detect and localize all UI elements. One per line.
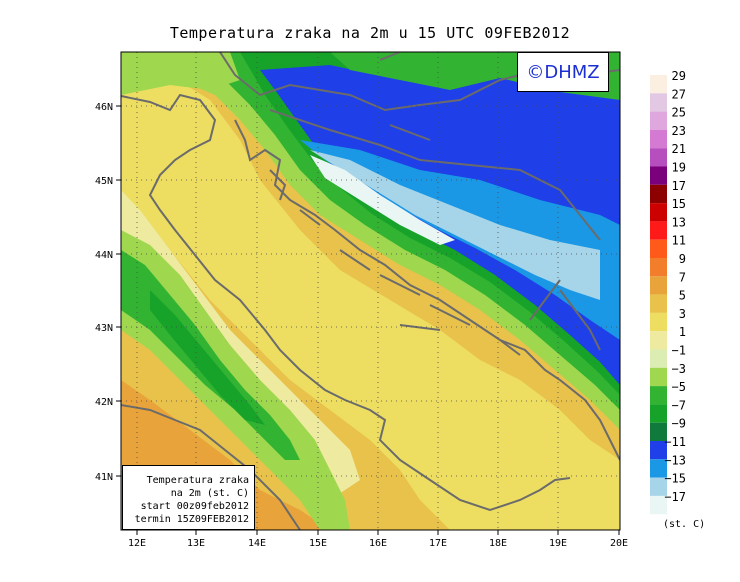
legend-label: 27 (672, 87, 686, 101)
legend-swatch (650, 166, 667, 185)
legend-label: 3 (679, 307, 686, 321)
legend-label: 25 (672, 106, 686, 120)
lat-label-41n: 41N (95, 472, 113, 483)
lat-label-43n: 43N (95, 323, 113, 334)
legend-swatch (650, 386, 667, 405)
graticule (121, 52, 620, 530)
legend-units: (st. C) (663, 519, 706, 530)
legend-label: −3 (672, 362, 686, 376)
legend-swatch (650, 422, 667, 441)
legend-swatch (650, 441, 667, 460)
lat-label-46n: 46N (95, 102, 113, 113)
legend-swatch (650, 184, 667, 204)
lon-label-13e: 13E (187, 538, 205, 549)
lat-label-44n: 44N (95, 250, 113, 261)
lon-label-16e: 16E (369, 538, 387, 549)
legend-swatch (650, 75, 667, 94)
legend-swatch (650, 148, 667, 167)
info-box: Temperatura zraka na 2m (st. C) start 00… (122, 465, 255, 530)
legend-swatch (650, 276, 667, 295)
legend-label: 29 (672, 69, 686, 83)
coastline-islands (269, 169, 521, 356)
legend-label: −11 (664, 435, 686, 449)
legend-label: 19 (672, 161, 686, 175)
field-yellow-central (121, 75, 620, 530)
axis-ticks (116, 105, 620, 535)
coastline-croatia (234, 119, 620, 461)
field-paleblue-north (310, 150, 600, 300)
legend-swatch (650, 203, 667, 222)
legend-swatch (650, 495, 667, 515)
info-line-1: Temperatura zraka (146, 475, 249, 486)
legend-swatch (650, 312, 667, 332)
legend-labels: 29 27 25 23 21 19 17 15 13 11 9 7 5 3 1 −1 −3 −5 −7 −9 −11 −1… (664, 69, 686, 504)
legend-swatch (650, 459, 667, 478)
lon-label-14e: 14E (248, 538, 266, 549)
legend-swatch (650, 404, 667, 423)
legend-swatch (650, 367, 667, 387)
map-frame (120, 51, 621, 531)
legend-swatch (650, 294, 667, 313)
legend-label: −13 (664, 453, 686, 467)
legend-label: 21 (672, 142, 686, 156)
info-line-4: termin 15Z09FEB2012 (134, 514, 249, 525)
lon-label-12e: 12E (128, 538, 146, 549)
lon-label-19e: 19E (549, 538, 567, 549)
legend-swatch (650, 93, 667, 112)
coastline-italy-south (121, 404, 301, 530)
field-deepgreen-italy (150, 290, 265, 425)
lon-labels: 12E 13E 14E 15E 16E 17E 18E 19E 20E (128, 538, 628, 549)
legend-swatch (650, 258, 667, 277)
lon-label-18e: 18E (489, 538, 507, 549)
legend-label: −1 (672, 344, 686, 358)
lat-labels: 46N 45N 44N 43N 42N 41N (95, 102, 113, 483)
coastlines (121, 52, 620, 530)
legend-label: −15 (664, 472, 686, 486)
legend-label: 9 (679, 252, 686, 266)
legend-label: 15 (672, 197, 686, 211)
legend-label: 23 (672, 124, 686, 138)
field-darkgreen-italy (121, 250, 300, 460)
legend-swatch (650, 111, 667, 130)
lon-label-17e: 17E (429, 538, 447, 549)
lon-label-15e: 15E (309, 538, 327, 549)
legend-label: −5 (672, 380, 686, 394)
legend-swatch (650, 349, 667, 368)
legend-swatch (650, 239, 667, 258)
legend-label: 13 (672, 215, 686, 229)
lon-label-20e: 20E (610, 538, 628, 549)
info-line-2: na 2m (st. C) (170, 488, 249, 499)
coastline-italy (121, 93, 571, 512)
legend-label: −17 (664, 490, 686, 504)
legend-swatch (650, 129, 667, 149)
legend-label: 5 (679, 289, 686, 303)
field-ice-north (310, 155, 455, 245)
map-title: Temperatura zraka na 2m u 15 UTC 09FEB20… (169, 24, 571, 42)
legend-colorbar (650, 75, 667, 515)
copyright-badge: ©DHMZ (517, 52, 609, 92)
legend-label: −9 (672, 417, 686, 431)
info-line-3: start 00z09feb2012 (140, 501, 249, 512)
legend-label: 1 (679, 325, 686, 339)
legend-label: 17 (672, 179, 686, 193)
field-lightgreen-nw (121, 52, 240, 95)
legend-swatch (650, 477, 667, 496)
lat-label-45n: 45N (95, 176, 113, 187)
lat-label-42n: 42N (95, 397, 113, 408)
legend-label: 11 (672, 234, 686, 248)
legend-swatch (650, 331, 667, 350)
legend-label: −7 (672, 398, 686, 412)
legend-swatch (650, 221, 667, 240)
legend-label: 7 (679, 270, 686, 284)
border-lines (219, 52, 620, 351)
temperature-field (121, 52, 620, 530)
